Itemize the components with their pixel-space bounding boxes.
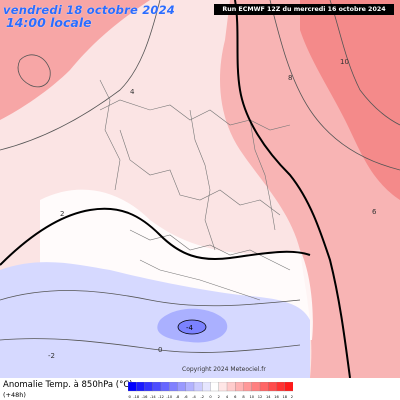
legend-tick-label: 20 xyxy=(291,395,293,399)
legend-tick-label: -8 xyxy=(176,395,180,399)
legend-swatch xyxy=(160,382,170,392)
legend-tick-label: 2 xyxy=(218,395,220,399)
copyright-text: Copyright 2024 Meteociel.fr xyxy=(182,366,266,373)
legend-swatch xyxy=(177,382,187,392)
legend-swatch xyxy=(169,382,178,392)
legend-tick-label: 12 xyxy=(258,395,263,399)
legend-tick-label: -12 xyxy=(158,395,164,399)
legend-tick-label: -20 xyxy=(128,395,132,399)
label-warm-low: 4 xyxy=(130,88,135,96)
forecast-lead-time: (+48h) xyxy=(3,391,26,399)
legend-swatch xyxy=(136,382,145,392)
label-warm-east: 6 xyxy=(372,208,377,216)
legend-tick-label: 0 xyxy=(209,395,212,399)
legend-swatch xyxy=(268,382,277,392)
legend-tick-label: -4 xyxy=(192,395,196,399)
label-zero: 0 xyxy=(158,346,162,354)
model-run-label: Run ECMWF 12Z du mercredi 16 octobre 202… xyxy=(214,4,394,15)
legend-tick-label: 4 xyxy=(226,395,229,399)
legend-swatch xyxy=(193,382,203,392)
borders xyxy=(99,79,291,301)
cold-core-center xyxy=(177,319,207,335)
legend-tick-label: -18 xyxy=(133,395,140,399)
map-variable-title: Anomalie Temp. à 850hPa (°C) xyxy=(3,380,133,390)
label-cold-core: -4 xyxy=(186,324,194,332)
legend-tick-label: -6 xyxy=(184,395,188,399)
isotherms xyxy=(0,0,400,353)
warm-anomaly-zone-west xyxy=(0,0,150,120)
color-scale-legend: -20-18-16-14-12-10-8-6-4-202468101214161… xyxy=(128,382,293,399)
legend-tick-label: -14 xyxy=(150,395,157,399)
legend-swatch xyxy=(284,382,293,392)
zero-anomaly-line-east xyxy=(234,0,351,378)
legend-swatch xyxy=(235,382,244,392)
legend-tick-label: 8 xyxy=(242,395,245,399)
legend-tick-label: 6 xyxy=(234,395,237,399)
legend-tick-label: -10 xyxy=(166,395,173,399)
label-slight-warm: 2 xyxy=(60,210,64,218)
legend-swatch xyxy=(210,382,220,392)
legend-tick-label: 16 xyxy=(274,395,279,399)
legend-swatch xyxy=(185,382,195,392)
legend-swatch xyxy=(259,382,269,392)
anomaly-map: 10 8 4 -4 -2 0 2 6 xyxy=(0,0,400,378)
legend-swatch xyxy=(243,382,253,392)
zero-anomaly-line xyxy=(0,207,311,266)
legend-swatch xyxy=(251,382,261,392)
legend-swatch xyxy=(128,382,137,392)
label-warm-max: 10 xyxy=(340,58,349,66)
legend-swatch xyxy=(144,382,154,392)
strong-warm-zone-ne xyxy=(300,0,400,200)
legend-swatch xyxy=(152,382,162,392)
legend-tick-label: 18 xyxy=(282,395,287,399)
legend-tick-label: -2 xyxy=(200,395,204,399)
legend-tick-label: -16 xyxy=(142,395,149,399)
legend-swatch xyxy=(202,382,211,392)
legend-swatch xyxy=(226,382,236,392)
legend-tick-label: 14 xyxy=(266,395,271,399)
label-cool-west: -2 xyxy=(48,352,55,360)
label-warm-mid: 8 xyxy=(288,74,292,82)
legend-swatch xyxy=(218,382,228,392)
forecast-time: 14:00 locale xyxy=(6,15,92,30)
legend-tick-label: 10 xyxy=(249,395,254,399)
legend-swatch xyxy=(276,382,286,392)
forecast-date: vendredi 18 octobre 2024 xyxy=(3,3,175,17)
